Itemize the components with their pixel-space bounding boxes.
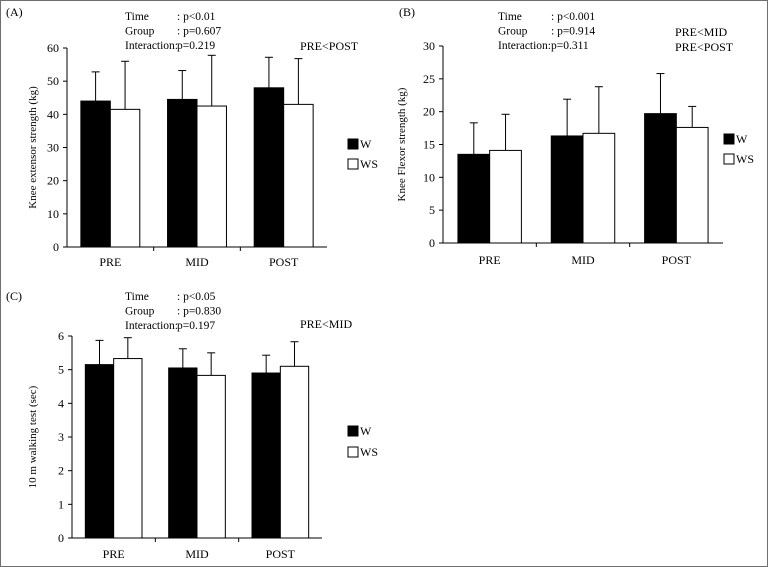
x-tick-label: MID xyxy=(571,253,595,267)
bar-w xyxy=(457,153,491,244)
bar-ws xyxy=(675,126,709,244)
bar-ws xyxy=(283,103,314,248)
stats-value: p=0.219 xyxy=(177,40,215,52)
legend-label: WS xyxy=(736,152,754,166)
legend-label: W xyxy=(736,132,748,146)
panel-label: (B) xyxy=(399,5,415,19)
x-tick-label: POST xyxy=(266,547,296,561)
y-tick-label: 10 xyxy=(47,207,59,221)
stats-label: Time xyxy=(125,291,149,303)
y-tick-label: 0 xyxy=(429,236,435,250)
y-tick-label: 2 xyxy=(58,464,64,478)
stats-value: : p=0.830 xyxy=(177,306,221,318)
y-tick-label: 6 xyxy=(58,329,64,343)
x-tick-label: PRE xyxy=(103,547,125,561)
bar-w xyxy=(251,372,281,539)
y-tick-label: 5 xyxy=(429,203,435,217)
bar-w xyxy=(80,100,111,248)
bar-ws xyxy=(196,105,227,248)
stats-label: Group xyxy=(125,306,155,318)
legend-label: W xyxy=(360,137,372,151)
y-axis-title: Knee extensor strength (kg) xyxy=(27,86,39,209)
bar-w xyxy=(644,113,677,244)
chart-panel-3: (C) Time : p<0.05 Group : p=0.830 Interaction… xyxy=(6,289,378,561)
stats-label: Interaction: xyxy=(125,40,178,52)
y-tick-label: 20 xyxy=(423,105,435,119)
bar-ws xyxy=(196,374,226,539)
legend-swatch xyxy=(347,425,359,437)
y-tick-label: 4 xyxy=(58,396,64,410)
stats-label: Group xyxy=(498,26,528,38)
stats-label: Time xyxy=(125,11,149,23)
y-tick-label: 5 xyxy=(58,363,64,377)
bar-w xyxy=(84,364,115,539)
chart-panel-1: (A) Time : p<0.01 Group : p=0.607 Interaction… xyxy=(6,5,378,269)
stats-label: Time xyxy=(498,11,522,23)
x-tick-label: PRE xyxy=(479,253,501,267)
significance-note: PRE<POST xyxy=(675,40,734,54)
stats-value: p=0.197 xyxy=(177,320,215,332)
stats-label: Group xyxy=(125,26,155,38)
x-tick-label: POST xyxy=(269,255,299,269)
bar-ws xyxy=(113,358,143,539)
stats-value: : p=0.607 xyxy=(177,26,221,38)
bar-ws xyxy=(279,365,310,539)
y-tick-label: 40 xyxy=(47,107,59,121)
legend-label: WS xyxy=(360,445,378,459)
y-tick-label: 30 xyxy=(423,39,435,53)
bar-w xyxy=(168,367,198,539)
legend-swatch xyxy=(723,133,735,145)
y-tick-label: 10 xyxy=(423,170,435,184)
y-tick-label: 25 xyxy=(423,72,435,86)
stats-value: : p<0.01 xyxy=(177,11,216,23)
stats-label: Interaction: xyxy=(125,320,178,332)
bar-ws xyxy=(582,132,616,244)
legend-label: WS xyxy=(360,157,378,171)
bar-w xyxy=(253,87,285,248)
y-axis-title: 10 m walking test (sec) xyxy=(27,385,39,488)
x-tick-label: MID xyxy=(185,255,209,269)
y-tick-label: 30 xyxy=(47,141,59,155)
significance-note: PRE<POST xyxy=(300,39,359,53)
stats-label: Interaction: xyxy=(498,40,551,52)
bar-w xyxy=(550,135,584,244)
significance-note: PRE<MID xyxy=(300,317,352,331)
legend-swatch xyxy=(347,446,359,458)
panel-label: (C) xyxy=(6,289,22,303)
bar-w xyxy=(167,98,198,248)
x-tick-label: POST xyxy=(662,253,692,267)
bar-ws xyxy=(489,149,522,244)
y-tick-label: 0 xyxy=(53,240,59,254)
y-tick-label: 60 xyxy=(47,41,59,55)
legend-swatch xyxy=(723,153,735,165)
legend-swatch xyxy=(347,158,359,170)
y-tick-label: 1 xyxy=(58,497,64,511)
chart-panel-2: (B) Time : p<0.001 Group : p=0.914Interactio… xyxy=(396,5,754,267)
stats-value: p=0.311 xyxy=(551,40,589,52)
y-tick-label: 15 xyxy=(423,138,435,152)
legend-swatch xyxy=(347,138,359,150)
significance-note: PRE<MID xyxy=(675,25,727,39)
y-tick-label: 50 xyxy=(47,74,59,88)
stats-value: : p<0.05 xyxy=(177,291,216,303)
stats-value: : p<0.001 xyxy=(551,11,595,23)
y-tick-label: 3 xyxy=(58,430,64,444)
panel-label: (A) xyxy=(6,5,23,19)
x-tick-label: PRE xyxy=(99,255,121,269)
bar-ws xyxy=(109,108,141,248)
legend-label: W xyxy=(360,424,372,438)
y-tick-label: 20 xyxy=(47,174,59,188)
x-tick-label: MID xyxy=(185,547,209,561)
stats-value: : p=0.914 xyxy=(551,26,595,38)
y-axis-title: Knee Flexor strength (kg) xyxy=(396,87,408,201)
y-tick-label: 0 xyxy=(58,531,64,545)
